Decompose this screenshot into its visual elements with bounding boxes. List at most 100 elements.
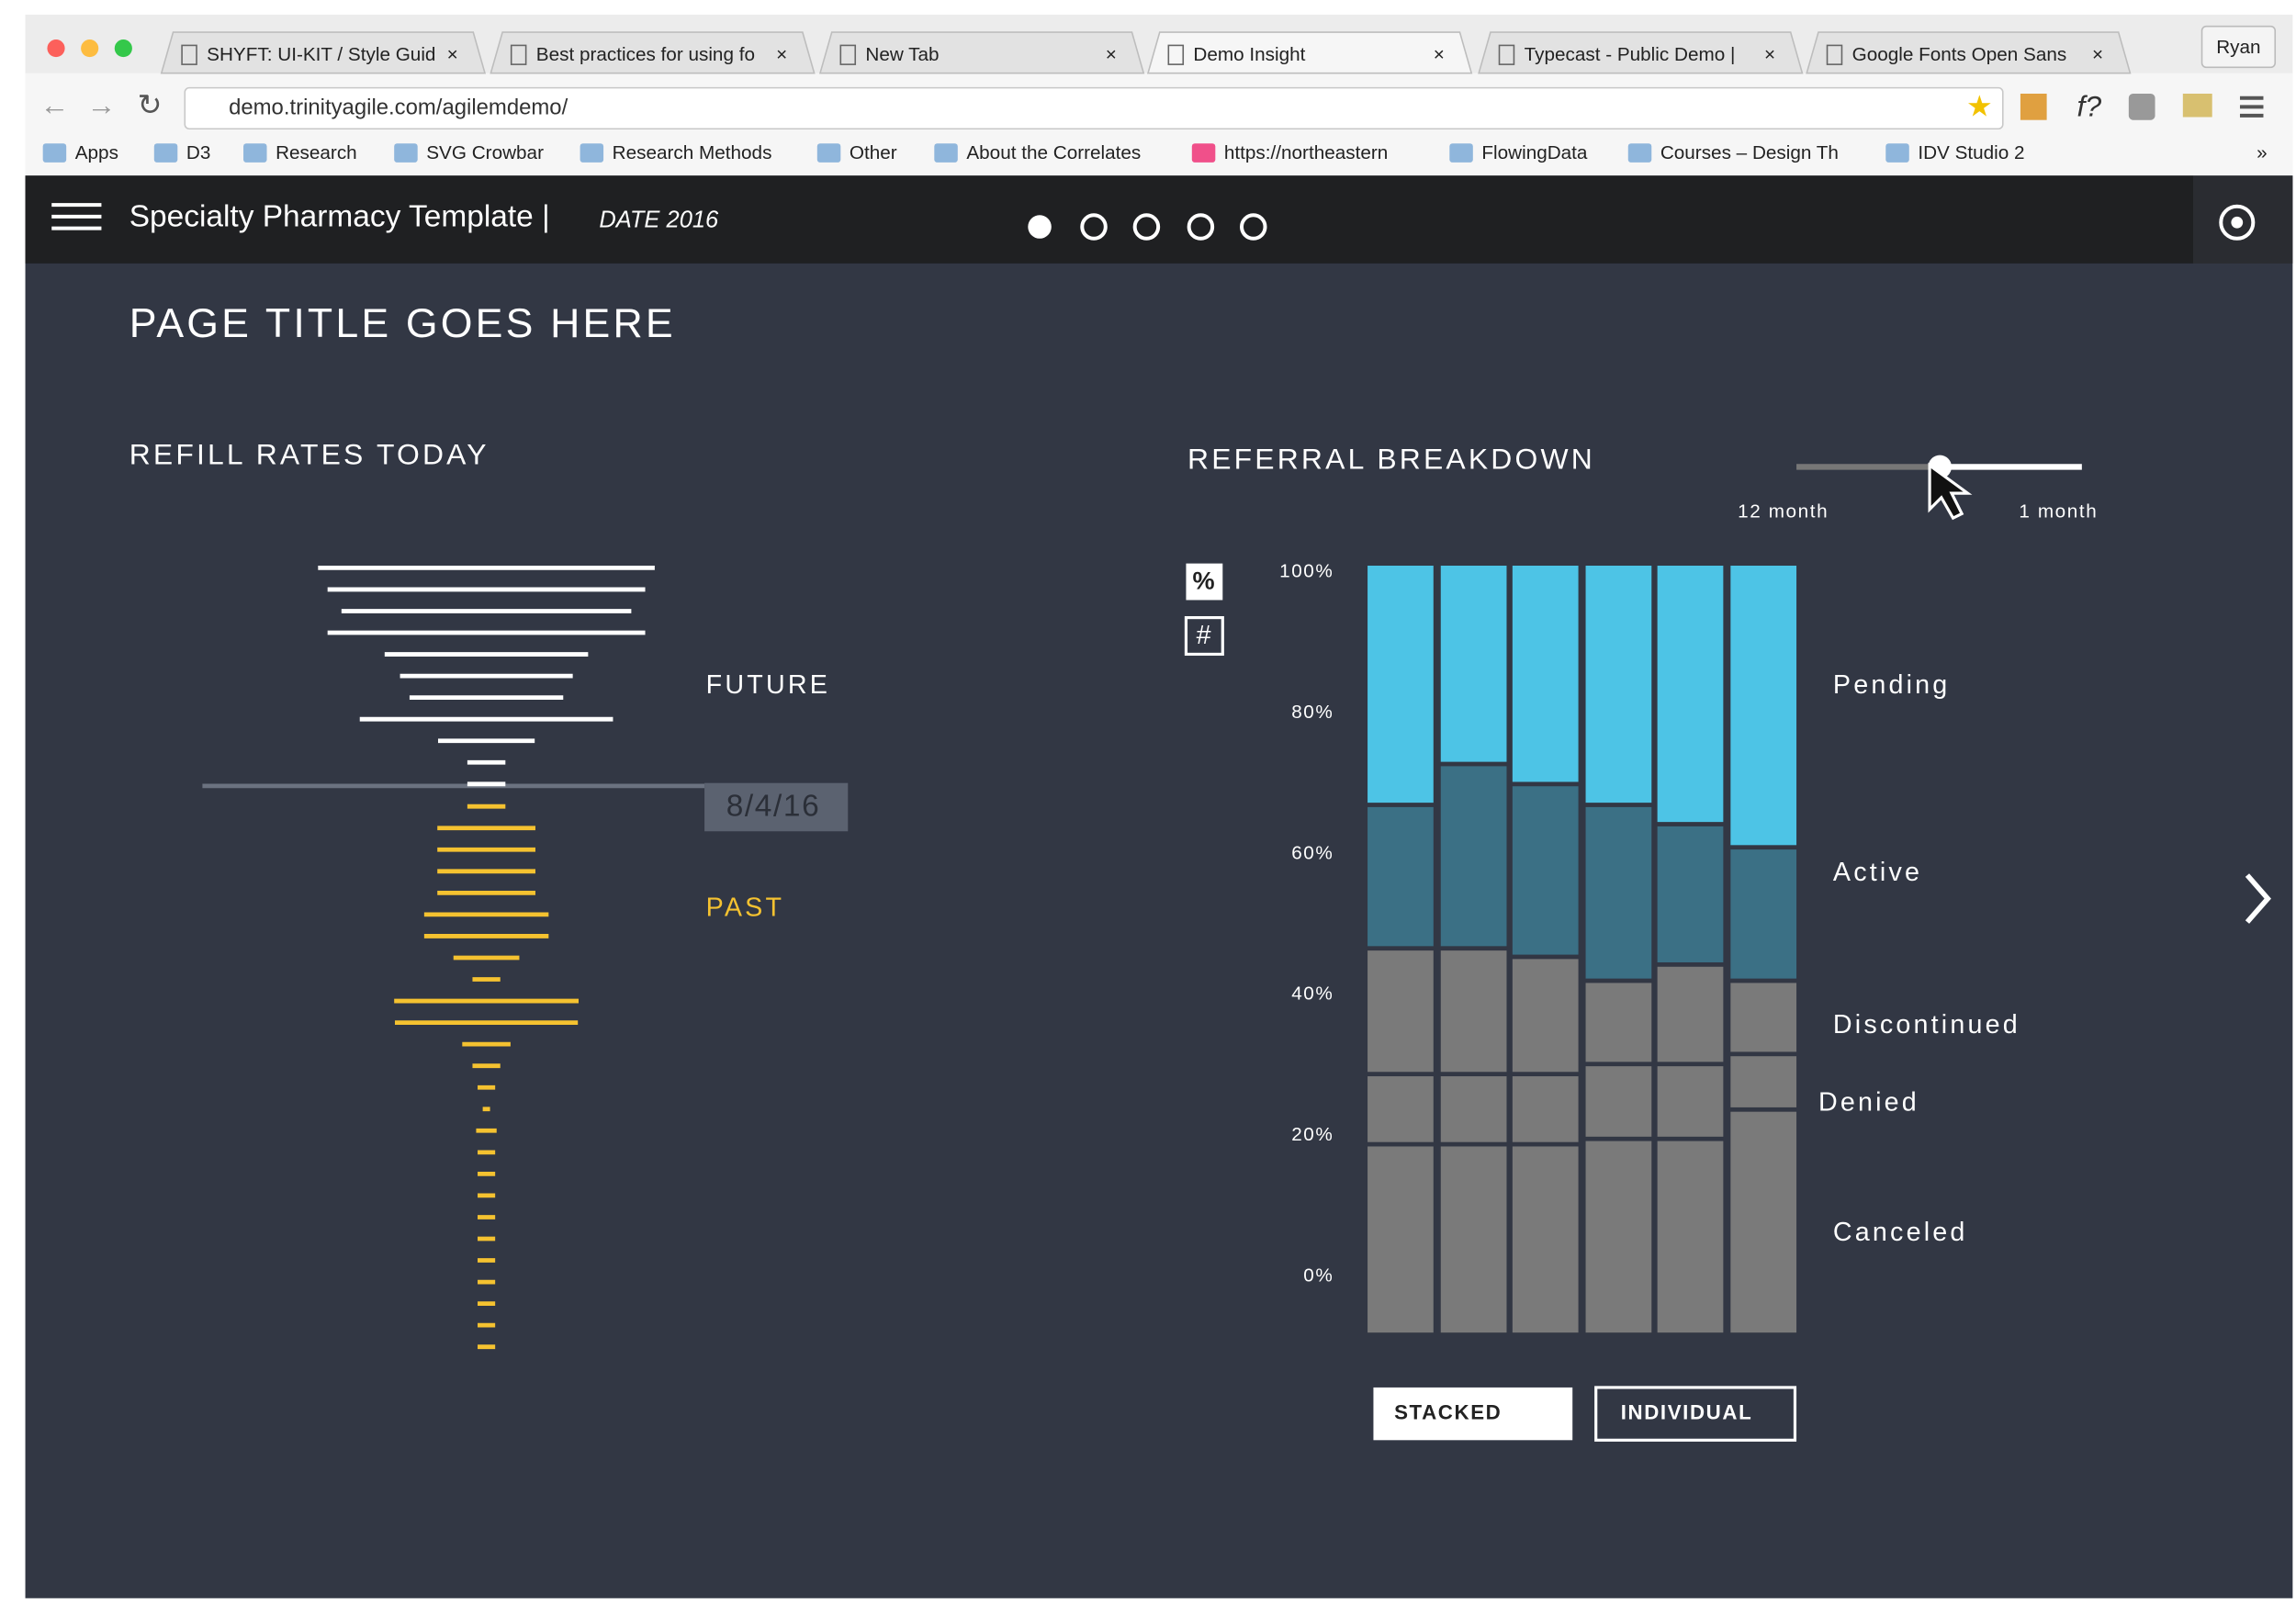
stacked-button[interactable]	[1373, 1387, 1573, 1441]
profile-button[interactable]	[2200, 25, 2277, 69]
tab[interactable]	[818, 31, 1145, 74]
future-label: FUTURE	[706, 670, 830, 700]
bar-segment	[1367, 566, 1434, 804]
tab-icon	[181, 44, 197, 65]
tab[interactable]	[1478, 31, 1804, 74]
bookmark[interactable]: Courses – Design Th	[1660, 142, 1839, 163]
bookmark-icon	[816, 143, 841, 163]
bar-segment	[1585, 566, 1652, 804]
bookmark[interactable]: D3	[186, 142, 210, 163]
bar-segment	[1585, 806, 1652, 979]
bar-segment	[1657, 1066, 1724, 1137]
profile-name: Ryan	[2216, 37, 2260, 58]
zoom-button[interactable]	[114, 39, 132, 58]
bookmark-icon	[580, 143, 604, 163]
more-bookmarks[interactable]: »	[2257, 142, 2268, 163]
bar-segment	[1730, 1111, 1797, 1333]
count-toggle-label: #	[1197, 621, 1211, 650]
count-toggle[interactable]	[1184, 615, 1224, 657]
bookmark-icon	[394, 143, 418, 163]
reload-button[interactable]: ↻	[138, 88, 163, 121]
bar-segment	[1440, 1146, 1507, 1333]
referral-title: REFERRAL BREAKDOWN	[1187, 442, 1595, 475]
tab-close[interactable]: ×	[2092, 44, 2103, 65]
individual-button[interactable]	[1594, 1386, 1797, 1442]
tab-title: Demo Insight	[1193, 44, 1305, 65]
extension-icon[interactable]: f?	[2077, 89, 2102, 122]
bookmark[interactable]: Other	[850, 142, 897, 163]
bookmark-icon	[1885, 143, 1909, 163]
bookmark[interactable]: Research Methods	[613, 142, 772, 163]
bookmark[interactable]: IDV Studio 2	[1918, 142, 2024, 163]
y-tick-label: 60%	[1291, 842, 1334, 863]
close-button[interactable]	[47, 39, 65, 58]
bookmark-star[interactable]: ★	[1966, 89, 1993, 122]
tab-icon	[1498, 44, 1515, 65]
date-marker-box	[704, 782, 849, 832]
tab[interactable]	[490, 31, 816, 74]
tab-close[interactable]: ×	[1434, 44, 1445, 65]
bookmark-icon	[42, 143, 67, 163]
bar-segment	[1512, 566, 1579, 782]
page-dot-active[interactable]	[1028, 215, 1052, 239]
bar-segment	[1657, 1141, 1724, 1333]
past-label: PAST	[706, 893, 785, 922]
bookmark[interactable]: SVG Crowbar	[426, 142, 544, 163]
page-dot[interactable]	[1240, 213, 1267, 241]
tab[interactable]	[1806, 31, 2132, 74]
legend-label: Pending	[1833, 670, 1951, 700]
bar-segment	[1512, 959, 1579, 1073]
bar-segment	[1585, 1141, 1652, 1333]
minimize-button[interactable]	[81, 39, 99, 58]
bar-segment	[1657, 566, 1724, 823]
bookmark-icon	[1627, 143, 1652, 163]
hamburger-menu[interactable]	[51, 203, 102, 230]
tab-title: Best practices for using fo	[536, 44, 755, 65]
settings-icon[interactable]	[2219, 204, 2256, 241]
date-marker: 8/4/16	[726, 790, 821, 824]
url: demo.trinityagile.com/agilemdemo/	[229, 95, 568, 119]
bar-segment	[1730, 566, 1797, 846]
y-tick-label: 80%	[1291, 702, 1334, 723]
tab-close[interactable]: ×	[1764, 44, 1775, 65]
slider-label: 1 month	[2019, 500, 2098, 522]
tab-icon	[1826, 44, 1843, 65]
legend-label: Denied	[1818, 1087, 1919, 1117]
address-bar[interactable]	[184, 86, 2004, 130]
bar-segment	[1512, 786, 1579, 955]
bar-segment	[1440, 1076, 1507, 1142]
page-dot[interactable]	[1080, 213, 1108, 241]
percent-toggle-label: %	[1193, 566, 1215, 594]
extension-icon[interactable]	[2128, 94, 2155, 120]
mouse-cursor	[1928, 462, 1973, 521]
tab-close[interactable]: ×	[447, 44, 458, 65]
refill-title: REFILL RATES TODAY	[129, 438, 490, 471]
app-background	[25, 175, 2293, 1599]
bar-segment	[1730, 1056, 1797, 1107]
percent-toggle[interactable]	[1186, 563, 1223, 601]
bookmark[interactable]: https://northeastern	[1224, 142, 1388, 163]
forward-button[interactable]: →	[86, 88, 116, 121]
page-title: PAGE TITLE GOES HERE	[129, 301, 676, 346]
tab-close[interactable]: ×	[1106, 44, 1117, 65]
page-dot[interactable]	[1187, 213, 1215, 241]
bar-segment	[1730, 849, 1797, 979]
tab-close[interactable]: ×	[776, 44, 787, 65]
menu-icon[interactable]	[2239, 96, 2264, 118]
bookmark[interactable]: About the Correlates	[966, 142, 1141, 163]
bookmark[interactable]: Research	[276, 142, 357, 163]
app-title: Specialty Pharmacy Template |	[129, 199, 550, 233]
extension-icon[interactable]	[2182, 94, 2212, 118]
page-dot[interactable]	[1132, 213, 1161, 241]
active-tab[interactable]	[1146, 31, 1473, 74]
extension-icon[interactable]	[2020, 94, 2047, 120]
bookmark[interactable]: Apps	[75, 142, 118, 163]
bookmark[interactable]: FlowingData	[1481, 142, 1588, 163]
next-arrow[interactable]	[2245, 873, 2271, 924]
tab[interactable]	[160, 31, 487, 74]
tab-icon	[510, 44, 527, 65]
back-button[interactable]: ←	[39, 88, 69, 121]
y-tick-label: 100%	[1279, 561, 1334, 582]
app-date: DATE 2016	[599, 207, 719, 232]
